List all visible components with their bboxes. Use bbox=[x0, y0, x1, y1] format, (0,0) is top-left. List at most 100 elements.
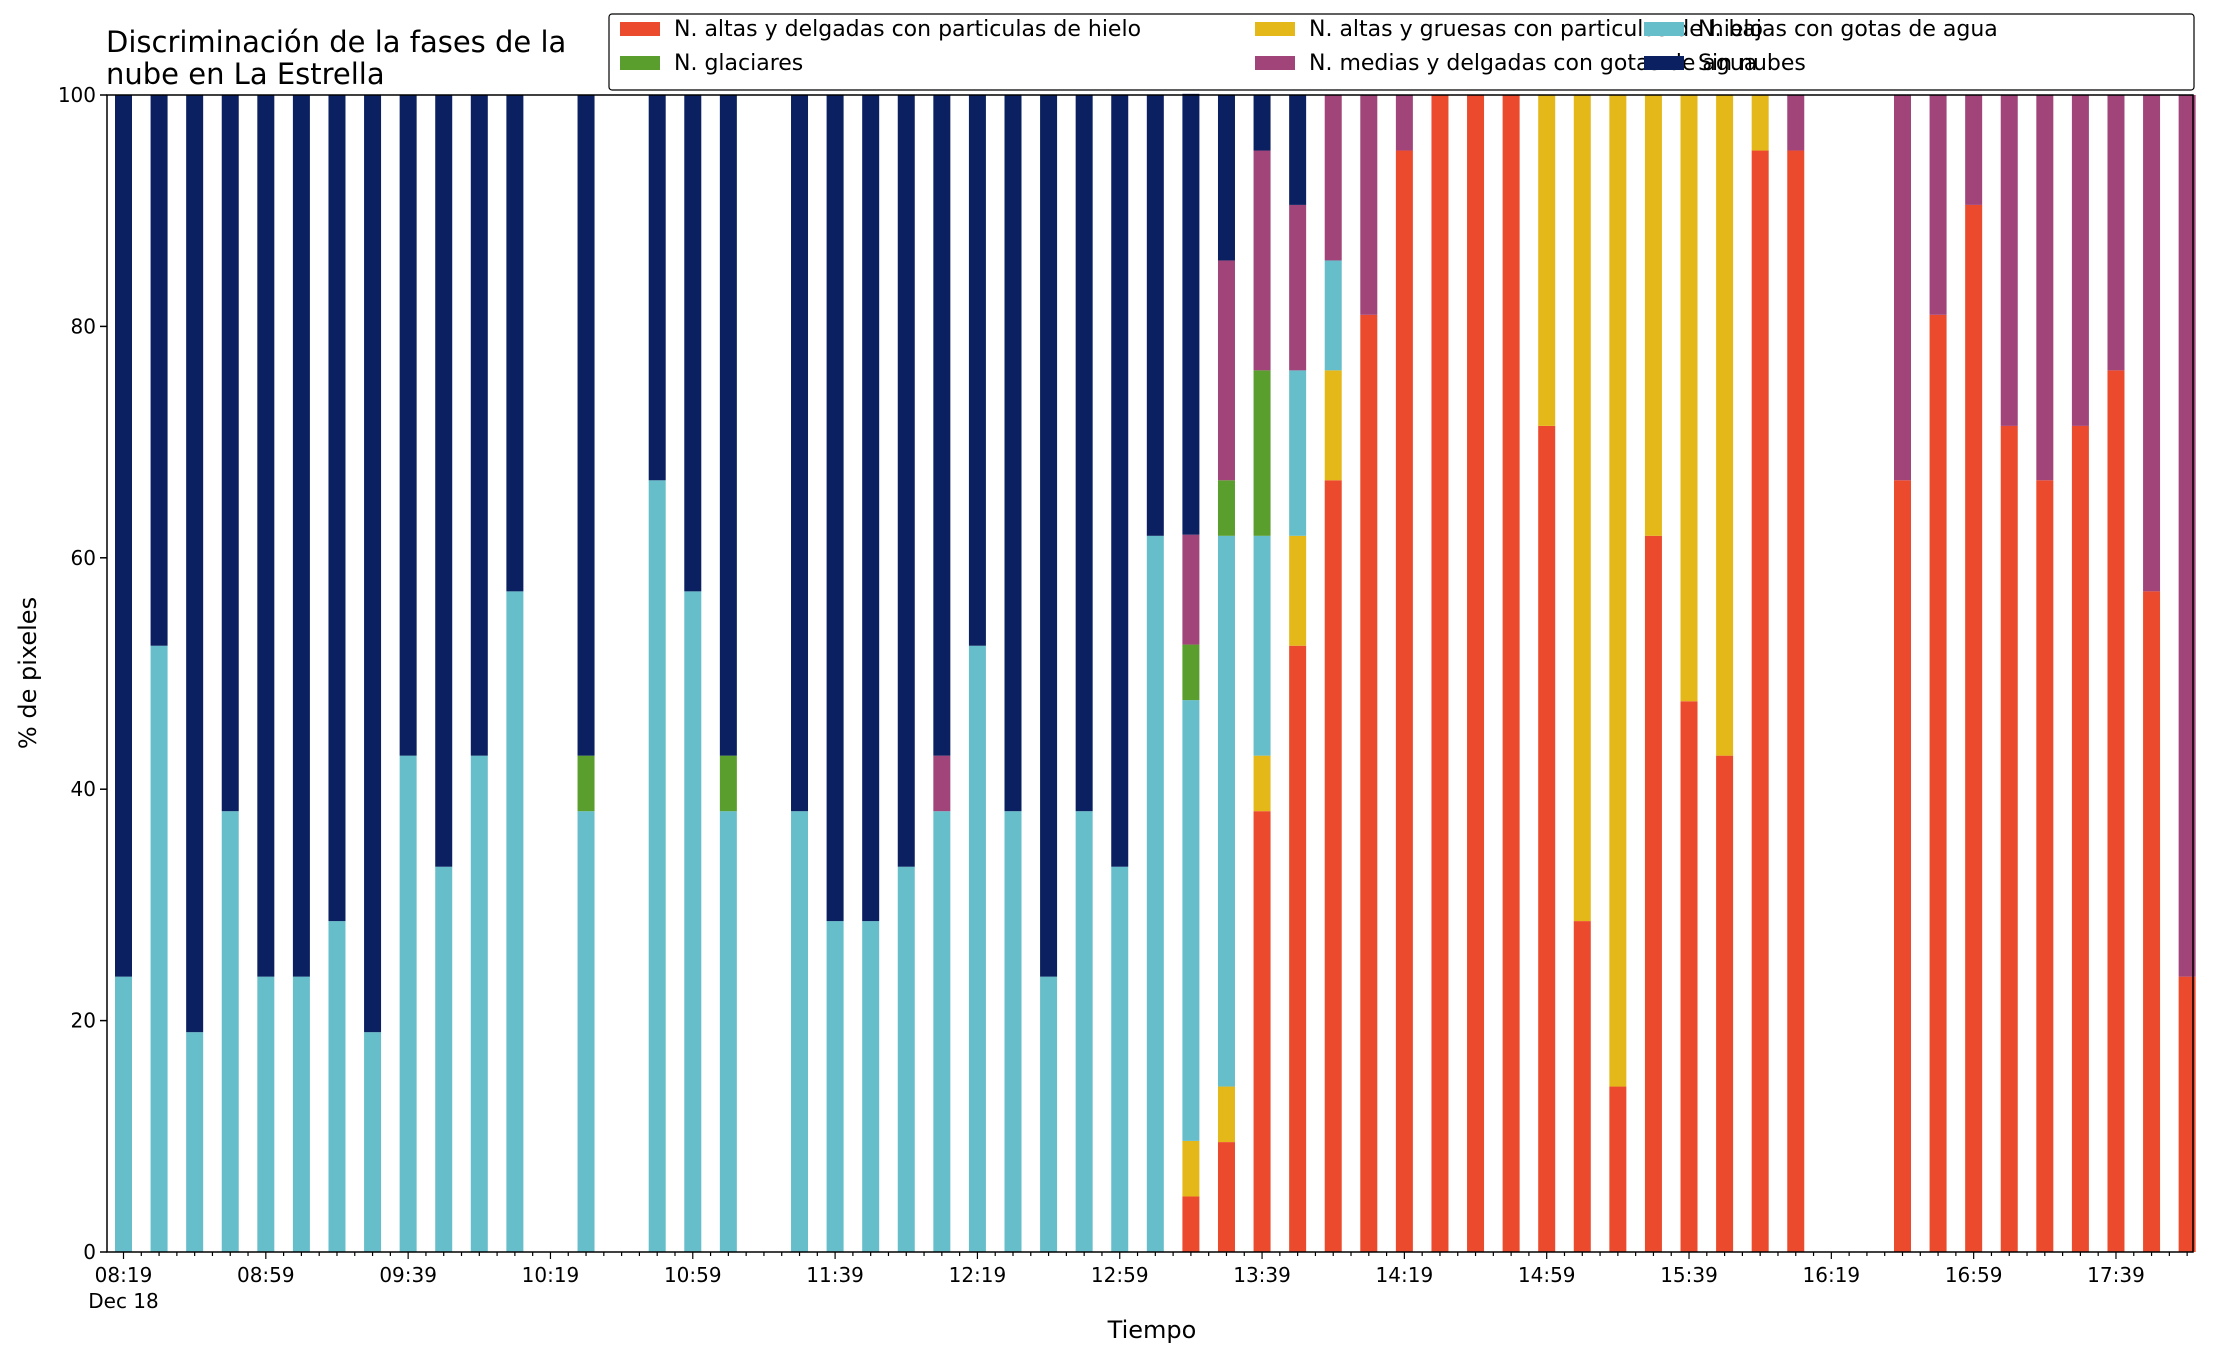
bar-segment-s0-i32 bbox=[1253, 811, 1271, 1252]
legend-item: N. altas y gruesas con particulas de hie… bbox=[1255, 17, 1763, 42]
bar-segment-s5-i28 bbox=[1111, 95, 1129, 867]
bar-segment-s5-i32 bbox=[1253, 95, 1271, 151]
bar-segment-s5-i31 bbox=[1217, 95, 1235, 261]
bar-segment-s2-i28 bbox=[1111, 866, 1129, 1252]
x-axis-title: Tiempo bbox=[1107, 1316, 1197, 1344]
bar-segment-s0-i57 bbox=[2143, 591, 2161, 1252]
bar-segment-s2-i10 bbox=[470, 755, 488, 1252]
x-tick-label: 10:19 bbox=[522, 1263, 580, 1287]
bar-segment-s2-i6 bbox=[328, 921, 346, 1252]
bar-segment-s4-i53 bbox=[2000, 95, 2018, 426]
bar-segment-s2-i7 bbox=[364, 1032, 382, 1252]
bar-segment-s2-i33 bbox=[1289, 370, 1307, 536]
bar-segment-s5-i23 bbox=[933, 95, 951, 756]
bar-segment-s2-i31 bbox=[1217, 535, 1235, 1087]
bar-segment-s5-i10 bbox=[470, 95, 488, 756]
bar-segment-s1-i45 bbox=[1716, 95, 1734, 756]
bar-segment-s4-i30 bbox=[1182, 534, 1200, 645]
bar-segment-s0-i30 bbox=[1182, 1196, 1200, 1252]
bar-segment-s2-i23 bbox=[933, 811, 951, 1252]
x-tick-label: 10:59 bbox=[664, 1263, 722, 1287]
bar-segment-s0-i31 bbox=[1217, 1142, 1235, 1252]
x-tick-label: 08:19 bbox=[95, 1263, 153, 1287]
bar-segment-s5-i11 bbox=[506, 95, 524, 592]
bar-segment-s4-i54 bbox=[2036, 95, 2054, 481]
legend-swatch bbox=[620, 56, 660, 70]
bar-segment-s5-i26 bbox=[1040, 95, 1058, 977]
legend: N. altas y delgadas con particulas de hi… bbox=[608, 13, 2195, 91]
x-tick-label: 15:39 bbox=[1660, 1263, 1718, 1287]
bar-segment-s2-i2 bbox=[186, 1032, 204, 1252]
bar-segment-s0-i47 bbox=[1787, 150, 1805, 1252]
bar-segment-s5-i7 bbox=[364, 95, 382, 1033]
bar-segment-s3-i30 bbox=[1182, 644, 1200, 701]
bar-segment-s4-i51 bbox=[1929, 95, 1947, 315]
bar-segment-s4-i56 bbox=[2107, 95, 2125, 371]
x-date-label: Dec 18 bbox=[88, 1289, 159, 1313]
x-tick-label: 12:59 bbox=[1091, 1263, 1149, 1287]
bar-segment-s0-i50 bbox=[1894, 480, 1911, 1252]
bar-segment-s2-i16 bbox=[684, 591, 702, 1252]
bar-segment-s2-i1 bbox=[150, 645, 168, 1252]
legend-item: N. glaciares bbox=[620, 51, 803, 76]
bar-segment-s2-i15 bbox=[648, 480, 666, 1252]
bar-segment-s0-i44 bbox=[1680, 701, 1698, 1252]
bar-segment-s1-i31 bbox=[1217, 1086, 1235, 1143]
bar-segment-s2-i19 bbox=[791, 811, 809, 1252]
x-tick-label: 13:39 bbox=[1233, 1263, 1291, 1287]
bar-segment-s2-i27 bbox=[1075, 811, 1093, 1252]
bar-segment-s1-i32 bbox=[1253, 755, 1271, 812]
x-tick-label: 16:19 bbox=[1803, 1263, 1861, 1287]
bar-segment-s0-i55 bbox=[2071, 425, 2089, 1252]
bar-segment-s0-i46 bbox=[1751, 150, 1769, 1252]
bar-segment-s5-i30 bbox=[1182, 93, 1200, 535]
y-axis-title: % de pixeles bbox=[14, 597, 42, 749]
x-tick-label: 08:59 bbox=[237, 1263, 295, 1287]
bar-segment-s5-i13 bbox=[577, 95, 595, 756]
bar-segment-s0-i35 bbox=[1360, 314, 1378, 1253]
bar-segment-s2-i4 bbox=[257, 976, 275, 1252]
bar-segment-s4-i55 bbox=[2071, 95, 2089, 426]
bar-segment-s1-i46 bbox=[1751, 95, 1769, 151]
bar-segment-s0-i58 bbox=[2178, 976, 2196, 1252]
bar-segment-s5-i17 bbox=[719, 95, 737, 756]
bar-segment-s5-i9 bbox=[435, 95, 453, 867]
bar-segment-s4-i50 bbox=[1894, 95, 1911, 481]
bar-segment-s4-i58 bbox=[2178, 95, 2196, 977]
bar-segment-s5-i2 bbox=[186, 95, 204, 1033]
bar-segment-s5-i24 bbox=[968, 95, 986, 646]
bar-segment-s4-i47 bbox=[1787, 95, 1805, 151]
bar-segment-s4-i35 bbox=[1360, 95, 1378, 315]
chart-title-line-1: Discriminación de la fases de la bbox=[106, 25, 566, 59]
bar-segment-s5-i25 bbox=[1004, 95, 1022, 812]
bar-segment-s0-i54 bbox=[2036, 480, 2054, 1252]
bar-segment-s3-i13 bbox=[577, 755, 595, 812]
bar-segment-s1-i30 bbox=[1182, 1140, 1200, 1197]
bar-segment-s2-i5 bbox=[292, 976, 310, 1252]
bar-segment-s5-i6 bbox=[328, 95, 346, 922]
y-axis: 0 20 40 60 80 100 bbox=[58, 83, 107, 1264]
bar-segment-s3-i31 bbox=[1217, 480, 1235, 536]
bar-segment-s4-i52 bbox=[1965, 95, 1983, 205]
bar-segment-s4-i31 bbox=[1217, 260, 1235, 481]
x-tick-label: 12:19 bbox=[949, 1263, 1007, 1287]
bar-segment-s2-i30 bbox=[1182, 700, 1200, 1141]
bar-segment-s5-i29 bbox=[1146, 95, 1164, 536]
bar-segment-s4-i36 bbox=[1395, 95, 1413, 151]
bar-segment-s2-i9 bbox=[435, 866, 453, 1252]
y-tick-label: 40 bbox=[71, 777, 96, 801]
bar-segment-s0-i42 bbox=[1609, 1086, 1627, 1252]
bar-segment-s5-i22 bbox=[897, 95, 915, 867]
bar-segment-s2-i22 bbox=[897, 866, 915, 1252]
bar-segment-s5-i1 bbox=[150, 95, 168, 646]
bar-segment-s0-i38 bbox=[1467, 95, 1485, 1252]
bar-segment-s5-i3 bbox=[221, 95, 239, 812]
bar-segment-s5-i33 bbox=[1289, 95, 1307, 205]
legend-swatch bbox=[1644, 56, 1684, 70]
bar-segment-s1-i41 bbox=[1573, 95, 1591, 922]
legend-swatch bbox=[1644, 22, 1684, 36]
bar-segment-s5-i20 bbox=[826, 95, 844, 922]
bar-segment-s0-i51 bbox=[1929, 314, 1947, 1253]
